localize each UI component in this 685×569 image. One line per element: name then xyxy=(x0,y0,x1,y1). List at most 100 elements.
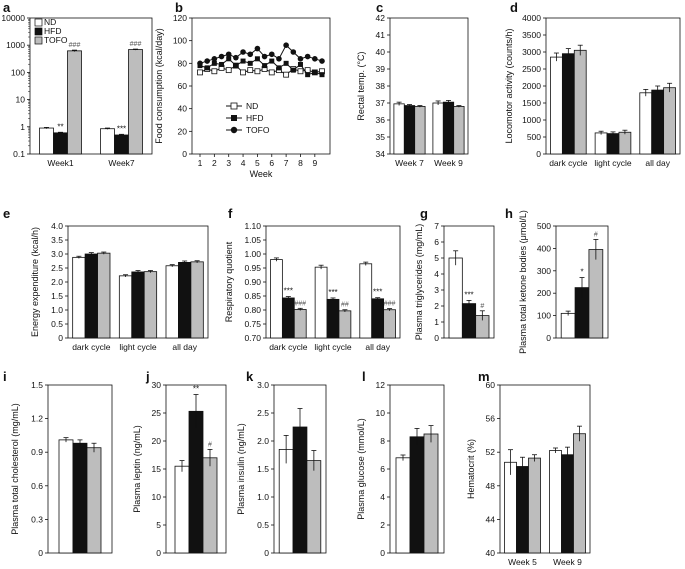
bar-tofo xyxy=(618,131,632,155)
significance-marker: * xyxy=(580,268,583,277)
bar-hfd xyxy=(72,442,88,554)
x-tick-label: 1 xyxy=(198,158,203,168)
y-tick-label: 0.5 xyxy=(257,520,269,530)
y-tick-label: 60 xyxy=(178,81,188,91)
x-tick-label: all day xyxy=(172,342,197,352)
y-tick-label: 400 xyxy=(537,243,551,253)
series-line-tofo xyxy=(199,44,323,64)
legend-swatch-tofo xyxy=(34,36,43,45)
data-point-hfd xyxy=(319,72,325,78)
y-tick-label: 6 xyxy=(434,237,439,247)
x-tick-label: Week 7 xyxy=(395,158,424,168)
x-tick-label: 7 xyxy=(284,158,289,168)
data-point-tofo xyxy=(268,51,275,58)
y-tick-label: 2.5 xyxy=(257,408,269,418)
series-line-hfd xyxy=(199,58,323,76)
y-tick-label: 10 xyxy=(16,95,26,105)
chart-panel-i: 0 0.3 0.6 0.9 1.2 1.5 Plasma total cholesterol… xyxy=(3,369,113,558)
y-tick-label: 4000 xyxy=(522,13,541,23)
y-tick-label: 4.0 xyxy=(51,221,63,231)
bar-hfd xyxy=(188,410,204,554)
data-point-tofo xyxy=(225,51,232,58)
y-tick-label: 500 xyxy=(537,221,551,231)
y-tick-label: 34 xyxy=(376,149,386,159)
data-point-nd xyxy=(225,67,232,74)
y-tick-label: 8 xyxy=(380,436,385,446)
y-tick-label: 15 xyxy=(152,464,162,474)
y-tick-label: 0 xyxy=(58,333,63,343)
y-tick-label: 10 xyxy=(152,492,162,502)
x-tick-label: Week 5 xyxy=(508,557,537,567)
data-point-hfd xyxy=(276,65,282,71)
y-tick-label: 2.5 xyxy=(51,263,63,273)
bar-hfd xyxy=(84,253,98,339)
bar-tofo xyxy=(663,87,676,155)
bar-tofo xyxy=(588,249,604,339)
data-point-tofo xyxy=(261,53,268,60)
bar-hfd xyxy=(178,261,192,339)
x-tick-label: 6 xyxy=(269,158,274,168)
data-point-tofo xyxy=(211,56,218,62)
y-tick-label: 0.1 xyxy=(13,149,25,159)
y-tick-label: 300 xyxy=(537,266,551,276)
data-point-nd xyxy=(240,69,246,76)
data-point-hfd xyxy=(211,60,217,66)
chart-panel-j: 0 5 10 15 20 25 30 Plasma leptin (ng/mL) j ** # xyxy=(132,369,227,558)
bar-hfd xyxy=(516,466,529,554)
chart-panel-e: 0 0.5 1.0 1.5 2.0 2.5 3.0 3.5 4.0 Energy expendit… xyxy=(3,206,209,352)
chart-panel-d: 0 500 1000 1500 2000 2500 3000 3500 4000 Locomoto… xyxy=(504,0,681,168)
x-tick-label: light cycle xyxy=(314,342,352,352)
panel-label: l xyxy=(362,369,366,384)
y-tick-label: 100 xyxy=(11,67,25,77)
legend-marker-tofo xyxy=(230,126,238,134)
data-point-tofo xyxy=(304,53,311,60)
y-tick-label: 2.0 xyxy=(51,277,63,287)
bar-hfd xyxy=(371,298,385,339)
bar-tofo xyxy=(202,457,218,554)
x-tick-label: Week7 xyxy=(108,158,135,168)
bar-nd xyxy=(314,266,328,339)
y-tick-label: 48 xyxy=(486,481,496,491)
bar-tofo xyxy=(414,106,426,155)
bar-tofo xyxy=(338,310,352,339)
y-tick-label: 1.10 xyxy=(244,221,261,231)
data-point-tofo xyxy=(240,49,246,55)
data-point-hfd xyxy=(219,61,225,67)
bar-hfd xyxy=(131,271,145,339)
legend-swatch-nd xyxy=(34,18,43,27)
bar-nd xyxy=(560,312,576,339)
y-tick-label: 3000 xyxy=(522,47,541,57)
data-point-hfd xyxy=(297,61,303,67)
y-tick-label: 42 xyxy=(376,13,386,23)
y-tick-label: 4 xyxy=(380,492,385,502)
bar-tofo xyxy=(573,433,586,554)
x-axis-title: Week xyxy=(250,169,273,179)
y-tick-label: 44 xyxy=(486,514,496,524)
data-point-nd xyxy=(247,67,254,74)
bar-nd xyxy=(278,448,294,554)
bar-hfd xyxy=(403,105,416,155)
y-tick-label: 5 xyxy=(434,253,439,263)
significance-marker: # xyxy=(480,303,484,310)
y-tick-label: 0.95 xyxy=(244,263,261,273)
y-tick-label: 0.5 xyxy=(51,319,63,329)
bar-nd xyxy=(432,102,444,155)
panel-label: g xyxy=(420,206,428,221)
data-point-hfd xyxy=(233,63,239,69)
bar-nd xyxy=(639,92,653,155)
data-point-tofo xyxy=(319,58,325,64)
y-tick-label: 3.0 xyxy=(51,249,63,259)
bar-tofo xyxy=(383,309,396,339)
x-tick-label: 4 xyxy=(241,158,246,168)
data-point-tofo xyxy=(233,54,239,61)
y-tick-label: 1.5 xyxy=(31,380,43,390)
data-point-hfd xyxy=(312,69,318,75)
y-tick-label: 20 xyxy=(178,126,188,136)
panel-label: b xyxy=(175,0,183,15)
y-tick-label: 0 xyxy=(546,333,551,343)
data-point-nd xyxy=(197,69,203,76)
legend-marker-nd xyxy=(230,102,238,110)
bar-nd xyxy=(100,128,115,155)
chart-panel-k: 0 0.5 1.0 1.5 2.0 2.5 3.0 Plasma insulin (ng/mL… xyxy=(236,369,327,558)
